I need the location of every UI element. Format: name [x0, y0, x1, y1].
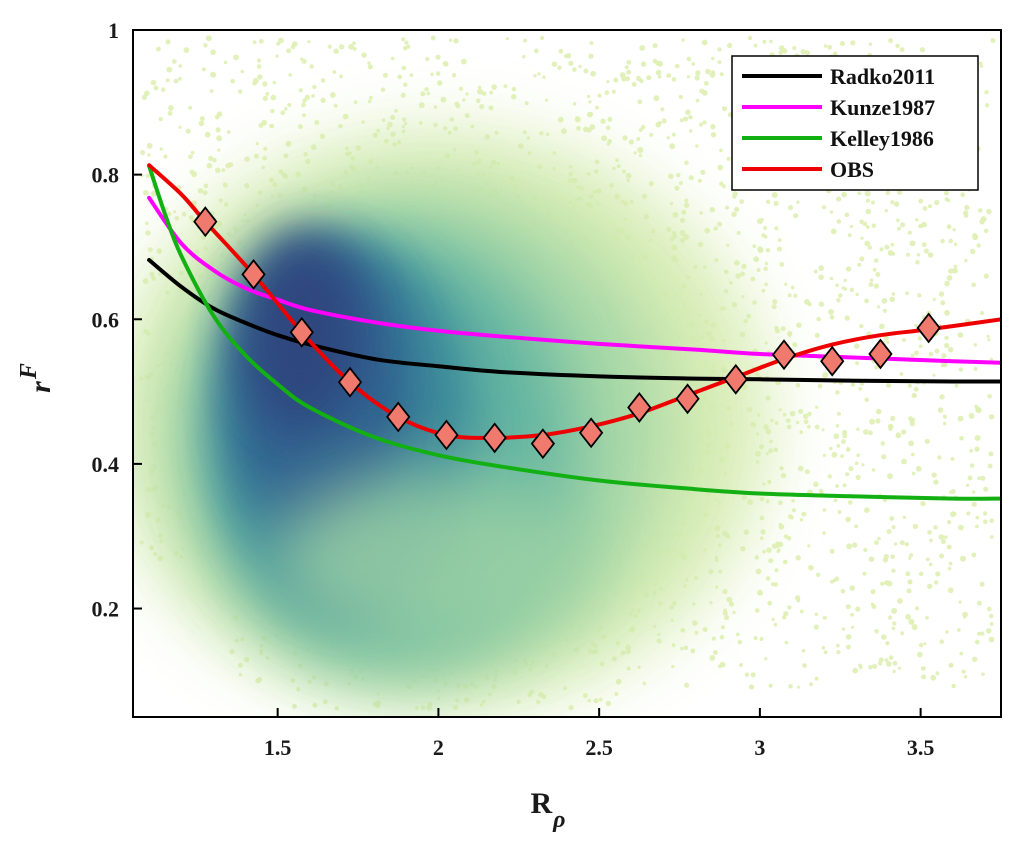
- obs-marker: [193, 206, 218, 238]
- legend-label-radko2011: Radko2011: [830, 64, 935, 89]
- obs-marker: [289, 316, 314, 348]
- legend: Radko2011 Kunze1987 Kelley1986 OBS: [731, 55, 979, 191]
- x-axis-title: Rρ: [530, 787, 565, 833]
- y-tick-label: 1: [108, 18, 119, 43]
- obs-marker: [627, 392, 652, 423]
- y-tick-label: 0.4: [92, 452, 120, 477]
- axis-titles: Rρ rF: [16, 363, 566, 833]
- y-tick-label: 0.2: [92, 597, 120, 622]
- y-tick-label: 0.6: [92, 307, 120, 332]
- x-tick-label: 1.5: [264, 735, 292, 760]
- y-axis-superscript: F: [16, 363, 42, 380]
- obs-marker: [723, 363, 748, 395]
- obs-marker: [916, 312, 941, 344]
- y-axis-title: rF: [16, 363, 57, 393]
- legend-label-kunze1987: Kunze1987: [830, 95, 935, 120]
- legend-label-obs: OBS: [830, 157, 874, 182]
- x-axis-label: R: [530, 787, 552, 820]
- x-tick-label: 2.5: [585, 735, 613, 760]
- x-tick-label: 2: [433, 735, 444, 760]
- obs-marker: [820, 345, 845, 377]
- legend-label-kelley1986: Kelley1986: [830, 126, 934, 151]
- series-line-kelley1986: [147, 164, 1001, 501]
- obs-marker: [675, 383, 700, 415]
- y-axis-label: r: [24, 381, 57, 393]
- obs-marker: [482, 422, 507, 454]
- obs-marker: [868, 338, 893, 370]
- obs-marker: [386, 401, 411, 433]
- obs-marker: [771, 339, 797, 371]
- obs-marker: [434, 419, 459, 451]
- axes: 1.5 2 2.5 3 3.5 0.2 0.4 0.6 0.8 1: [92, 18, 935, 760]
- x-tick-label: 3: [754, 735, 765, 760]
- series-line-radko2011: [147, 258, 1001, 384]
- x-axis-subscript: ρ: [552, 807, 565, 833]
- obs-marker: [578, 417, 604, 449]
- obs-marker: [241, 258, 266, 290]
- plot-frame: [132, 29, 1002, 718]
- obs-markers: [193, 206, 941, 460]
- obs-marker: [337, 366, 363, 398]
- density-blob: [270, 470, 590, 650]
- obs-marker: [530, 428, 556, 460]
- y-tick-label: 0.8: [92, 163, 120, 188]
- x-tick-label: 3.5: [907, 735, 935, 760]
